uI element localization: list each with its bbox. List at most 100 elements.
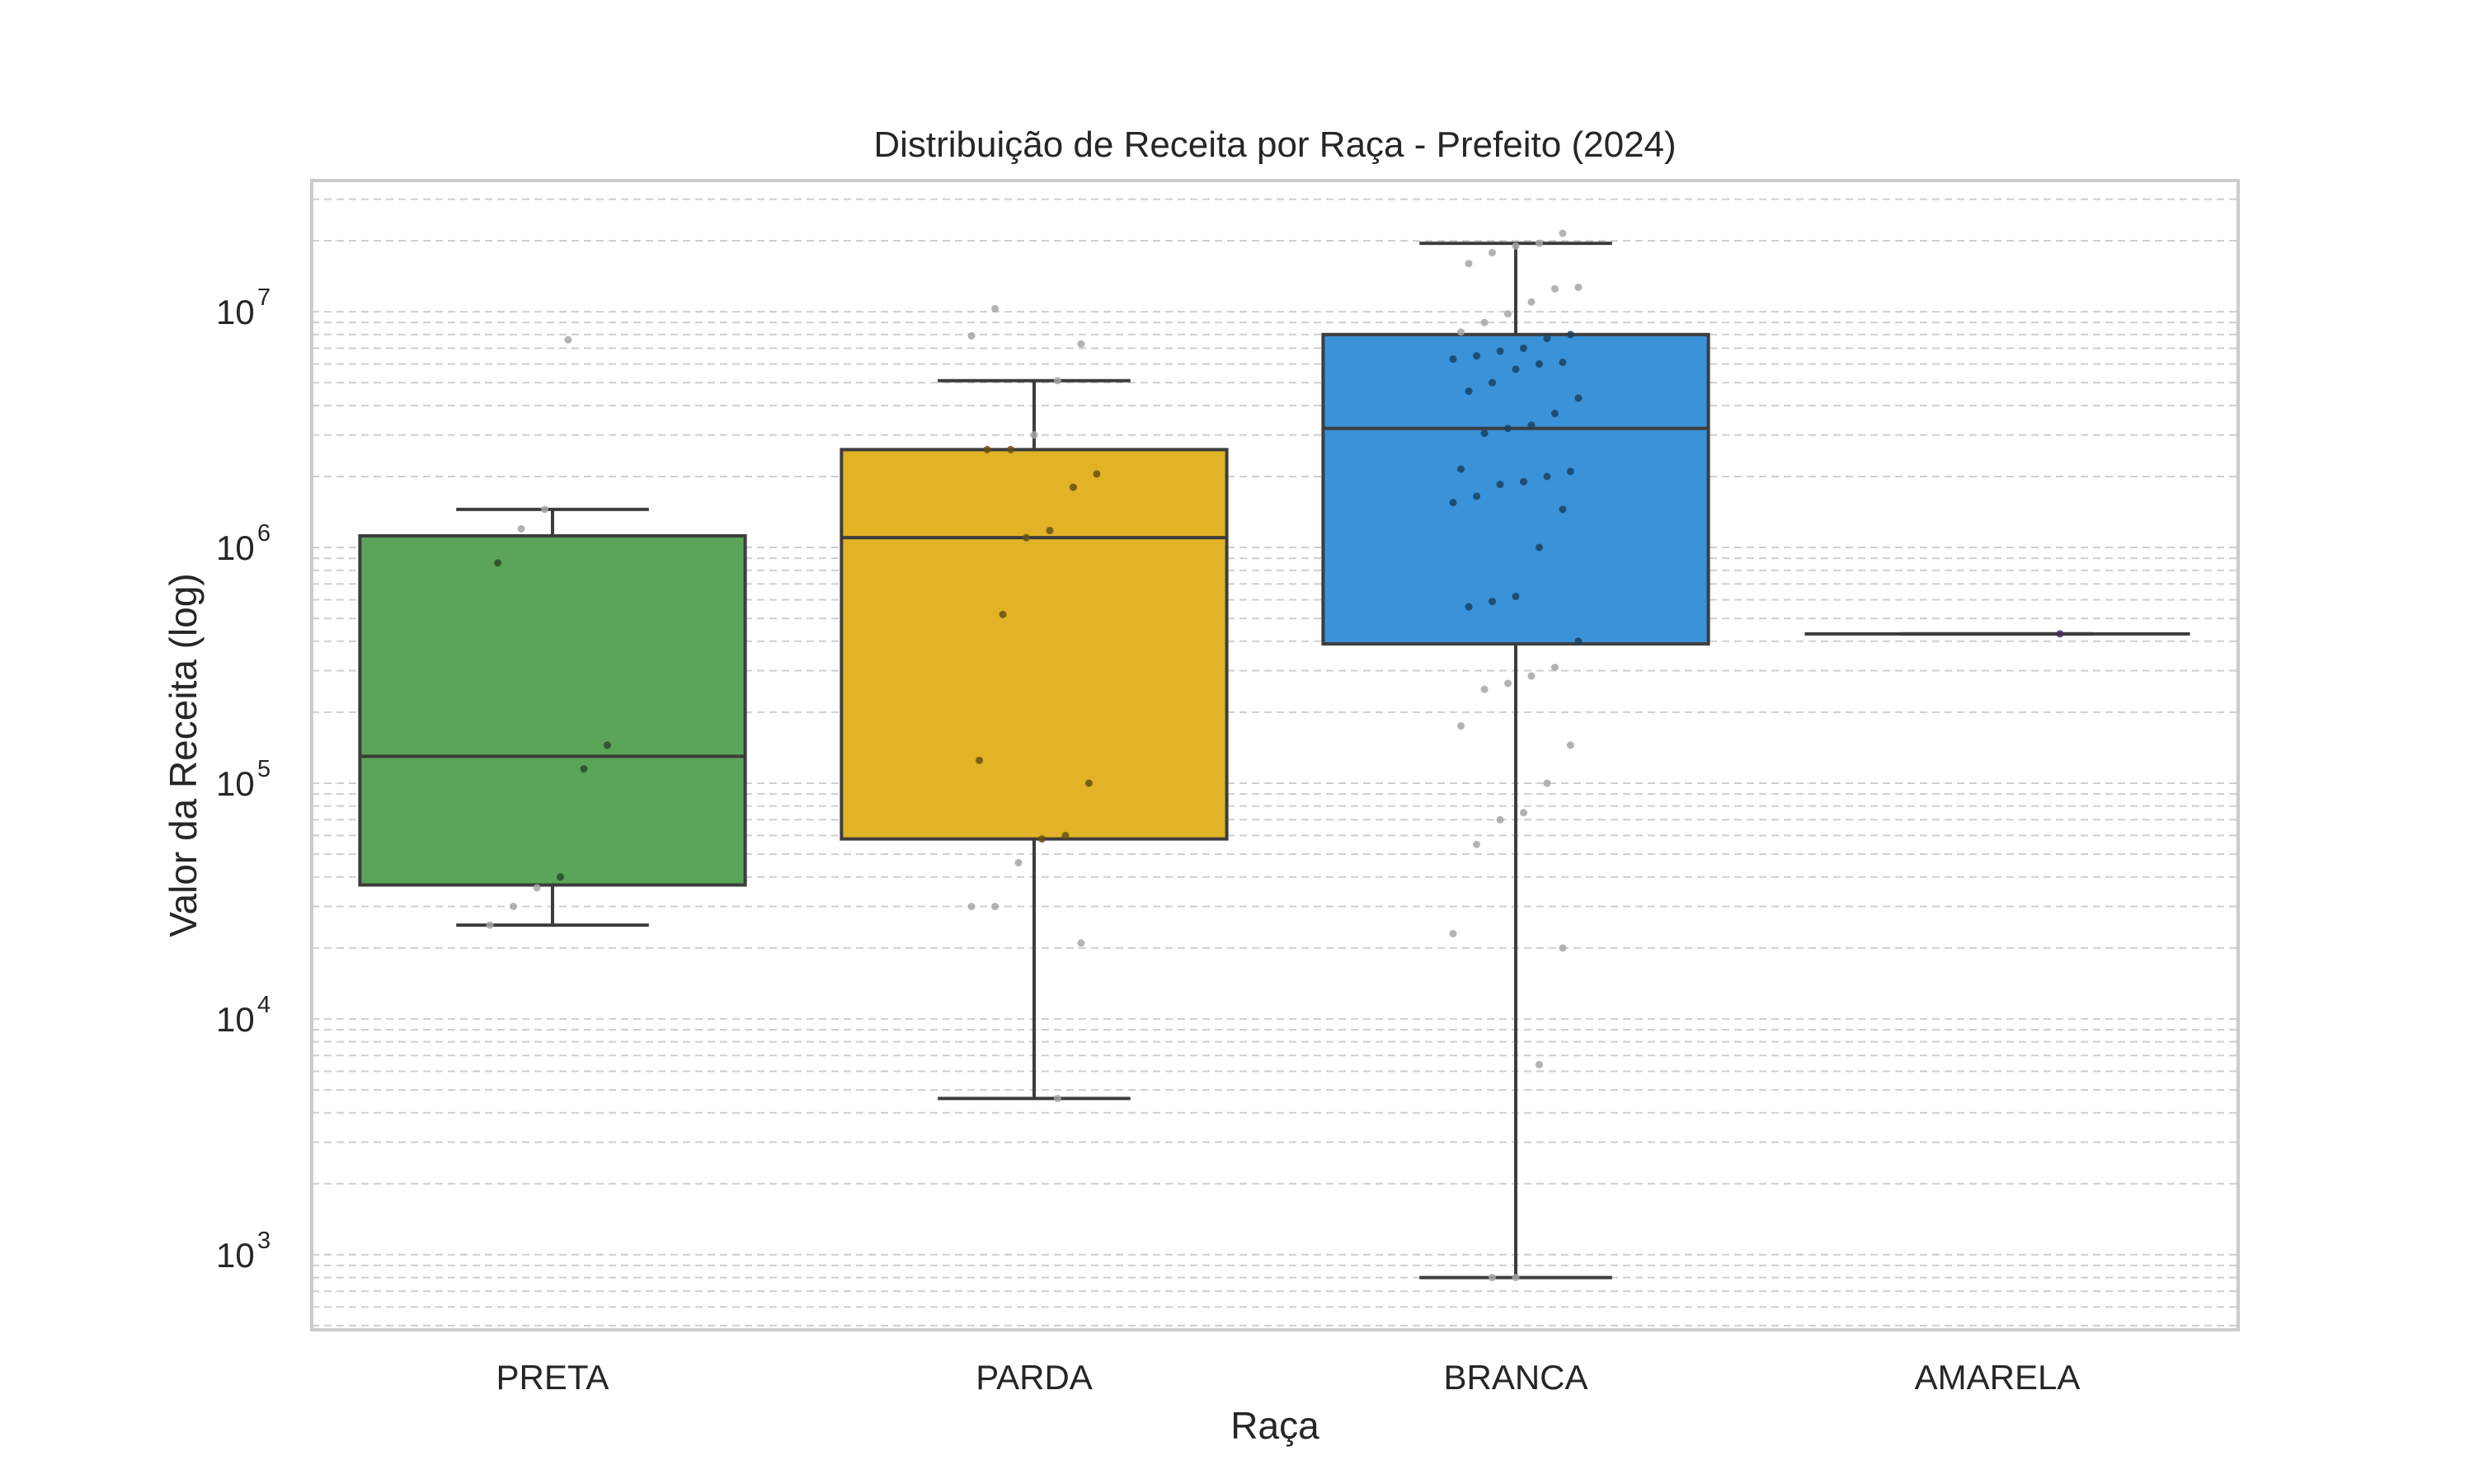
- data-point: [1457, 465, 1465, 473]
- x-tick-parda: PARDA: [976, 1358, 1093, 1397]
- data-point: [1543, 335, 1551, 343]
- y-tick-exponent: 7: [257, 284, 270, 311]
- data-point: [999, 610, 1007, 618]
- data-point: [1550, 663, 1559, 671]
- data-point: [1543, 779, 1551, 787]
- y-tick-base: 10: [216, 764, 255, 803]
- data-point: [1053, 1094, 1061, 1102]
- data-point: [976, 756, 984, 764]
- data-point: [1465, 260, 1473, 268]
- data-point: [1084, 779, 1093, 787]
- data-point: [1496, 815, 1504, 824]
- data-point: [1574, 283, 1583, 291]
- data-point: [1566, 467, 1574, 476]
- data-point: [1030, 431, 1038, 439]
- x-axis-label: Raça: [1230, 1404, 1319, 1447]
- data-point: [1574, 637, 1583, 646]
- x-tick-labels: PRETA PARDA BRANCA AMARELA: [496, 1358, 2081, 1397]
- box-branca: [1321, 242, 1710, 1280]
- data-point: [1093, 470, 1101, 478]
- x-tick-preta: PRETA: [496, 1358, 609, 1397]
- data-point: [991, 902, 999, 910]
- y-tick-base: 10: [216, 1236, 255, 1275]
- data-point: [1489, 598, 1497, 606]
- boxes: [358, 242, 2190, 1280]
- data-point: [1496, 347, 1504, 355]
- data-points: [486, 229, 2064, 1282]
- data-point: [1465, 387, 1473, 396]
- data-point: [1512, 592, 1520, 600]
- data-point: [991, 304, 999, 312]
- data-point: [1535, 1060, 1543, 1068]
- data-point: [1077, 340, 1085, 348]
- data-point: [510, 902, 518, 910]
- data-point: [1512, 365, 1520, 373]
- data-point: [1449, 499, 1457, 507]
- data-point: [1559, 229, 1567, 237]
- y-tick-10-4: 10 4: [216, 992, 270, 1039]
- data-point: [1037, 835, 1046, 843]
- data-point: [1535, 360, 1543, 369]
- data-point: [1527, 672, 1536, 680]
- data-point: [1023, 533, 1031, 542]
- data-point: [1535, 239, 1543, 247]
- data-point: [1519, 477, 1527, 486]
- data-point: [1519, 809, 1527, 817]
- y-tick-base: 10: [216, 528, 255, 567]
- data-point: [1473, 840, 1481, 848]
- data-point: [494, 559, 502, 567]
- iqr-box: [1321, 332, 1710, 646]
- data-point: [983, 445, 991, 453]
- y-axis-label: Valor da Receita (log): [162, 573, 205, 937]
- data-point: [603, 741, 611, 749]
- data-point: [1473, 352, 1481, 360]
- data-point: [1069, 483, 1077, 491]
- data-point: [1550, 284, 1559, 293]
- data-point: [1480, 318, 1489, 326]
- data-point: [1473, 492, 1481, 500]
- data-point: [517, 524, 525, 533]
- data-point: [967, 331, 976, 340]
- data-point: [1559, 944, 1567, 952]
- y-tick-exponent: 5: [257, 756, 270, 782]
- data-point: [1053, 377, 1061, 385]
- data-point: [967, 902, 976, 910]
- data-point: [1449, 355, 1457, 363]
- plot-frame: [310, 179, 2240, 1331]
- y-tick-base: 10: [216, 293, 255, 331]
- data-point: [1480, 685, 1489, 693]
- data-point: [1535, 543, 1543, 552]
- y-tick-10-3: 10 3: [216, 1228, 270, 1275]
- data-point: [1480, 430, 1489, 438]
- data-point: [1489, 1274, 1497, 1282]
- y-tick-base: 10: [216, 1000, 255, 1039]
- data-point: [541, 505, 549, 514]
- data-point: [1465, 603, 1473, 611]
- y-tick-10-5: 10 5: [216, 756, 270, 803]
- data-point: [1566, 741, 1574, 749]
- box-parda: [840, 378, 1229, 1101]
- y-tick-exponent: 4: [257, 992, 270, 1018]
- data-point: [1014, 858, 1023, 866]
- data-point: [1504, 310, 1512, 318]
- data-point: [1527, 298, 1536, 306]
- data-point: [2056, 630, 2064, 638]
- data-point: [1527, 421, 1536, 430]
- data-point: [1457, 328, 1465, 336]
- data-point: [1489, 248, 1497, 256]
- data-point: [1496, 481, 1504, 489]
- data-point: [486, 921, 494, 929]
- data-point: [1504, 425, 1512, 433]
- data-point: [1457, 721, 1465, 730]
- data-point: [533, 884, 541, 892]
- y-tick-10-6: 10 6: [216, 520, 270, 567]
- data-point: [1077, 939, 1085, 947]
- data-point: [1559, 505, 1567, 514]
- data-point: [1504, 679, 1512, 688]
- data-point: [1550, 410, 1559, 418]
- x-tick-amarela: AMARELA: [1915, 1358, 2081, 1397]
- data-point: [556, 873, 564, 881]
- data-point: [1512, 242, 1520, 250]
